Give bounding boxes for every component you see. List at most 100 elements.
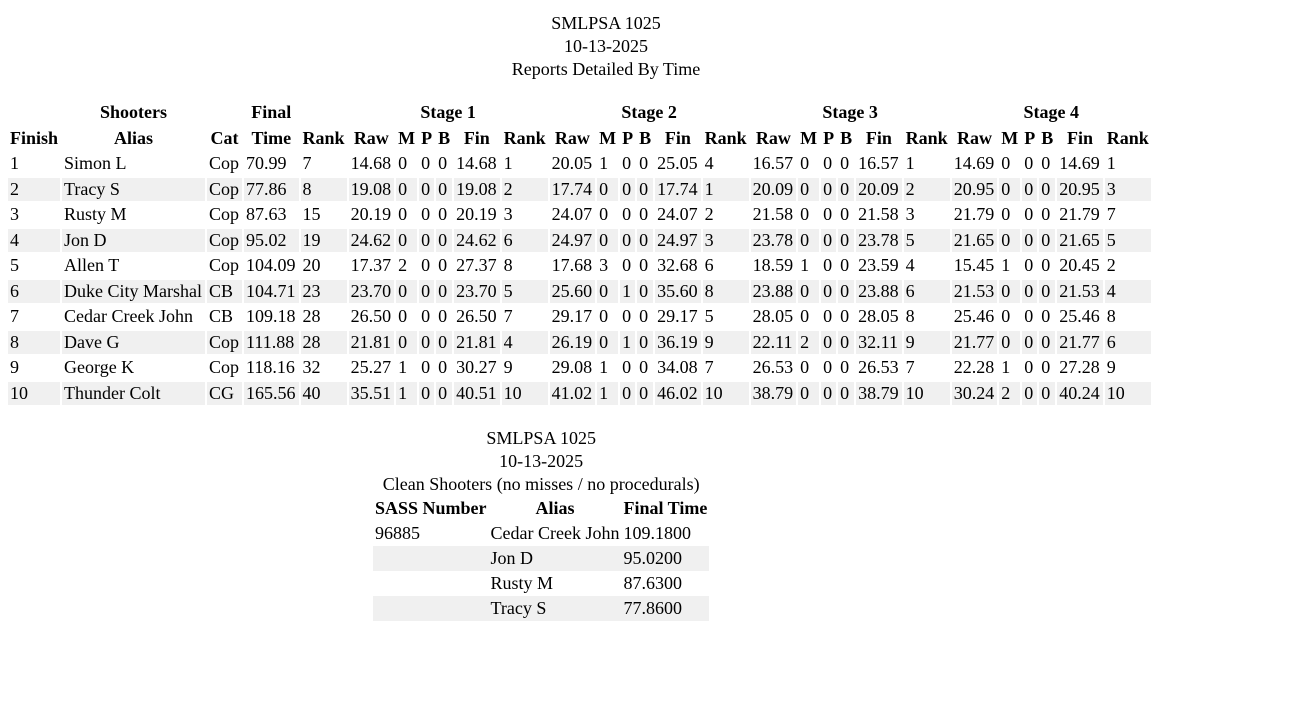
results-table: Shooters Final Stage 1 Stage 2 Stage 3 Stage … <box>6 99 1153 407</box>
table-cell: 24.97 <box>549 228 596 252</box>
group-header: Stage 4 <box>1023 102 1079 122</box>
column-header: P <box>1024 127 1036 148</box>
table-cell: 0 <box>821 177 837 201</box>
column-header: M <box>800 127 818 148</box>
table-cell: 1 <box>10 153 19 173</box>
table-cell: 0 <box>419 228 435 252</box>
column-header: B <box>840 127 853 148</box>
table-cell: 0 <box>421 255 431 275</box>
table-cell: 0 <box>821 381 837 405</box>
column-header: Fin <box>1066 127 1093 148</box>
table-cell: 6 <box>501 228 548 252</box>
column-header: Final Time <box>623 498 708 518</box>
table-cell: 7 <box>1106 204 1116 224</box>
table-cell: 0 <box>1022 330 1038 354</box>
table-cell: 77.8600 <box>621 596 710 621</box>
table-row: 5 Allen T Cop 104.09 20 17.37 2 0 0 27.37 8 17.68 3 0… <box>8 254 1151 278</box>
table-cell: 0 <box>438 357 448 377</box>
table-cell: 26.50 <box>456 306 497 326</box>
table-cell: 21.81 <box>348 330 395 354</box>
table-cell: 23.78 <box>750 228 797 252</box>
table-cell: 0 <box>999 279 1021 303</box>
table-cell <box>373 546 489 571</box>
clean-date: 10-13-2025 <box>499 451 584 471</box>
column-header: Raw <box>554 127 590 148</box>
table-cell: 0 <box>999 228 1021 252</box>
table-cell: 0 <box>1001 306 1011 326</box>
table-cell: 0 <box>637 381 654 405</box>
table-cell: 0 <box>398 306 408 326</box>
table-cell: 32 <box>302 357 321 377</box>
table-cell: 0 <box>800 306 810 326</box>
table-cell: Cop <box>209 255 240 275</box>
table-cell: Simon L <box>64 153 127 173</box>
table-cell: 22.11 <box>750 330 797 354</box>
table-cell: 96885 <box>375 523 420 543</box>
table-cell: 20 <box>302 255 321 275</box>
table-cell: 14.69 <box>1059 153 1100 173</box>
column-header: Rank <box>503 127 546 148</box>
table-cell: 17.37 <box>350 255 392 275</box>
table-cell: 0 <box>798 177 820 201</box>
table-cell: Cop <box>209 153 240 173</box>
table-cell: 0 <box>620 228 636 252</box>
table-cell: 26.50 <box>350 306 392 326</box>
table-cell: 0 <box>1039 330 1056 354</box>
table-row: 8 Dave G Cop 111.88 28 21.81 0 0 0 21.81 4 26.19 0 1 0… <box>8 330 1151 354</box>
table-cell: 3 <box>599 255 609 275</box>
table-cell: 8 <box>8 330 61 354</box>
table-cell: 19.08 <box>348 177 395 201</box>
table-cell: 5 <box>1104 228 1151 252</box>
table-cell: Tracy S <box>488 596 622 621</box>
table-cell: 35.51 <box>348 381 395 405</box>
table-cell: 0 <box>637 279 654 303</box>
table-cell: 32.11 <box>856 330 902 354</box>
table-cell: 0 <box>1022 228 1038 252</box>
table-cell: 0 <box>599 306 609 326</box>
table-cell: 32.68 <box>657 255 698 275</box>
table-cell: 22.28 <box>953 357 995 377</box>
table-cell: 0 <box>1022 381 1038 405</box>
table-cell: Duke City Marshal <box>62 279 206 303</box>
table-cell: Allen T <box>64 255 120 275</box>
table-cell: 5 <box>903 228 950 252</box>
table-cell: 14.68 <box>350 153 392 173</box>
table-row: 96885 Cedar Creek John 109.1800 <box>373 521 709 546</box>
table-cell: 1 <box>503 153 513 173</box>
table-cell: 6 <box>903 279 950 303</box>
table-cell: 40.24 <box>1057 381 1103 405</box>
table-row: 9 George K Cop 118.16 32 25.27 1 0 0 30.27 9 29.08 1… <box>8 356 1151 380</box>
table-cell: 2 <box>501 177 548 201</box>
table-cell: 87.63 <box>246 204 287 224</box>
table-cell: 0 <box>1001 153 1011 173</box>
table-cell: 1 <box>800 255 810 275</box>
group-header: Stage 3 <box>822 102 878 122</box>
table-cell: CB <box>209 306 234 326</box>
table-cell: 25.27 <box>350 357 392 377</box>
table-cell: Rusty M <box>64 204 127 224</box>
group-header: Stage 1 <box>420 102 476 122</box>
table-cell: 23.59 <box>858 255 899 275</box>
table-cell: 0 <box>1001 204 1011 224</box>
table-cell: 18.59 <box>752 255 794 275</box>
table-cell: CB <box>207 279 243 303</box>
table-cell: 8 <box>702 279 749 303</box>
table-cell: 21.58 <box>752 204 794 224</box>
column-header: Alias <box>535 498 575 518</box>
table-cell: 19 <box>300 228 347 252</box>
table-cell: 23.70 <box>454 279 500 303</box>
table-cell: 0 <box>821 330 837 354</box>
table-cell: 3 <box>10 204 19 224</box>
table-cell: 34.08 <box>657 357 698 377</box>
table-cell: 0 <box>620 177 636 201</box>
table-cell: 1 <box>1001 255 1011 275</box>
table-cell: 10 <box>1104 381 1151 405</box>
table-cell: 3 <box>905 204 915 224</box>
table-cell: 0 <box>622 204 632 224</box>
table-cell: 28 <box>300 330 347 354</box>
table-cell: 38.79 <box>750 381 797 405</box>
table-cell: 1 <box>1106 153 1116 173</box>
table-cell: 0 <box>840 357 850 377</box>
table-cell: 0 <box>620 381 636 405</box>
table-cell: 104.09 <box>246 255 296 275</box>
